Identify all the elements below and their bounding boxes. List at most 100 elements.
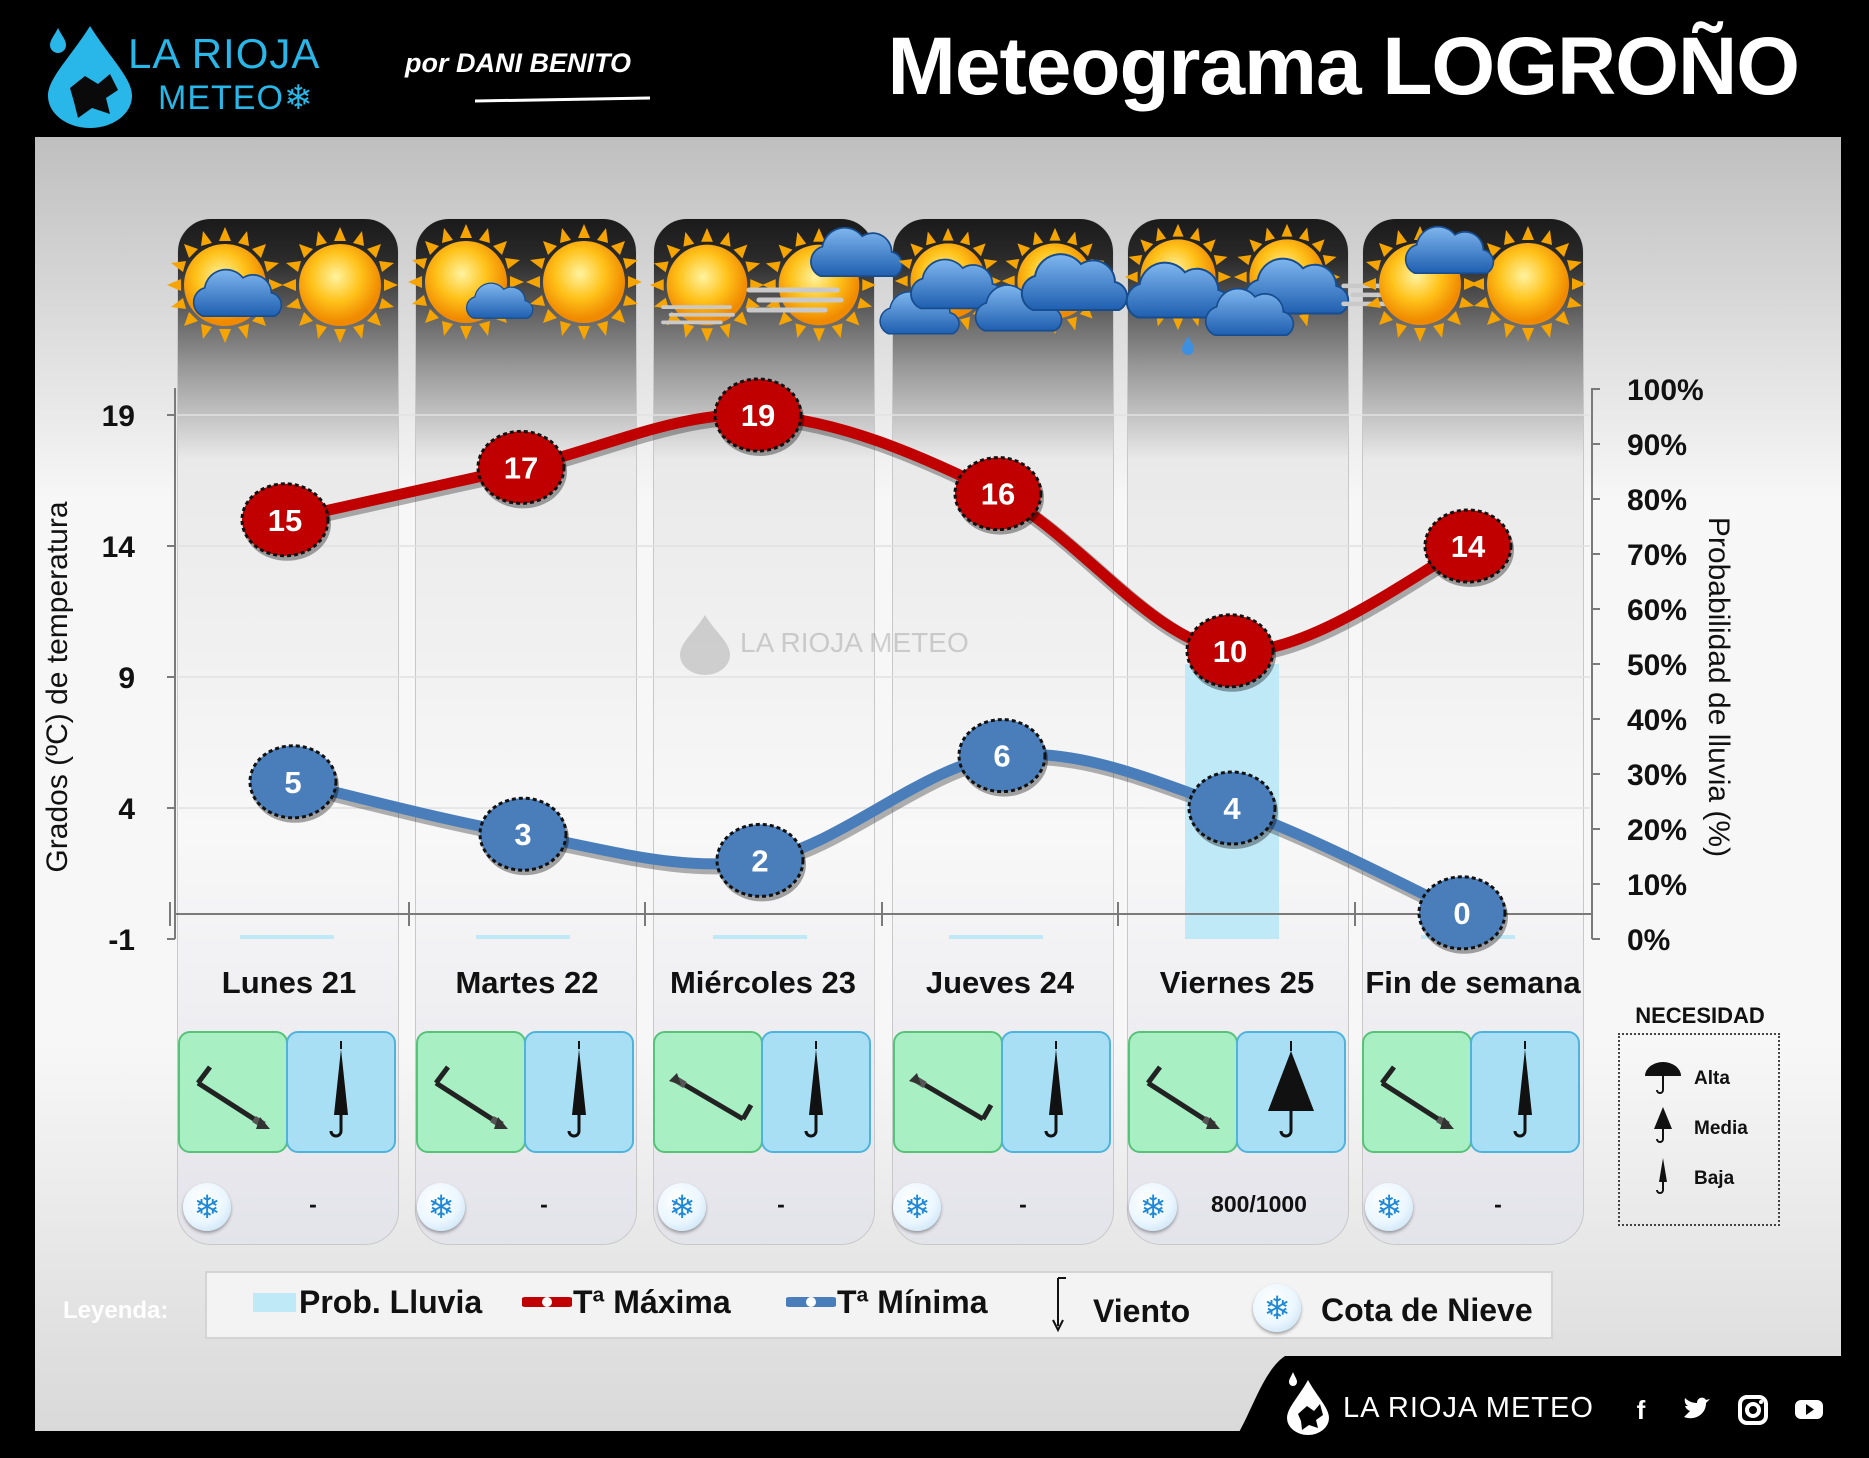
min-temp-marker	[478, 796, 568, 872]
umbrella-baja-icon	[1001, 1031, 1111, 1153]
sun-icon	[282, 227, 398, 343]
snowflake-icon: ❄	[417, 1183, 465, 1231]
instagram-icon[interactable]	[1736, 1393, 1770, 1427]
logo-text-line2-label: METEO	[158, 79, 284, 117]
rain-bar	[476, 935, 570, 939]
min-temp-label: 3	[514, 817, 531, 852]
min-temp-label: 2	[751, 843, 768, 878]
wind-nw-icon	[178, 1031, 288, 1153]
necesidad-alta: Alta	[1694, 1068, 1730, 1089]
snowflake-icon: ❄	[183, 1183, 231, 1231]
umbrella-baja-icon	[524, 1031, 634, 1153]
series-markers: 15 17 19 16 10 14 5 3 2 6 4 0	[240, 377, 1514, 954]
umbrella-media-icon	[1236, 1031, 1346, 1153]
raindrop-icon	[1182, 336, 1194, 355]
legend-snowflake-icon: ❄	[1253, 1284, 1301, 1332]
max-temp-marker	[1423, 508, 1513, 584]
header: LA RIOJA METEO❄ por DANI BENITO Meteogra…	[0, 0, 1869, 135]
snow-level-value: -	[1019, 1191, 1027, 1217]
y-right-tick-label: 70%	[1627, 539, 1687, 572]
day-label: Jueves 24	[925, 965, 1075, 1000]
logo-text-line2: METEO❄	[158, 78, 313, 118]
necesidad-title: NECESIDAD	[1635, 1003, 1765, 1028]
snowflake-icon: ❄	[1365, 1183, 1413, 1231]
legend-rain-label: Prob. Lluvia	[299, 1284, 483, 1320]
snow-level-value: 800/1000	[1211, 1191, 1307, 1217]
y-right-tick-label: 10%	[1627, 869, 1687, 902]
y-right-tick-label: 30%	[1627, 759, 1687, 792]
watermark-text: LA RIOJA METEO	[740, 627, 969, 658]
y-right-tick-label: 80%	[1627, 484, 1687, 517]
y-left-tick-label: -1	[108, 924, 135, 957]
umbrella-baja-icon	[286, 1031, 396, 1153]
min-temp-marker	[715, 822, 805, 898]
min-temp-marker	[1187, 770, 1277, 846]
y-right-tick-label: 0%	[1627, 924, 1670, 957]
sun-icon	[649, 227, 765, 343]
max-temp-label: 16	[981, 477, 1015, 512]
snowflake-icon: ❄	[893, 1183, 941, 1231]
y-right-tick-label: 40%	[1627, 704, 1687, 737]
min-temp-label: 6	[993, 739, 1010, 774]
footer-logo-icon	[1287, 1372, 1329, 1435]
legend-title: Leyenda:	[63, 1297, 169, 1324]
necesidad-baja: Baja	[1694, 1168, 1735, 1189]
watermark: LA RIOJA METEO	[680, 615, 969, 675]
weather-icons-row	[167, 223, 1586, 355]
min-temp-label: 5	[284, 765, 301, 800]
rain-bar	[713, 935, 807, 939]
wind-se-icon	[653, 1031, 763, 1153]
max-temp-marker	[476, 429, 566, 505]
page-title: Meteograma LOGROÑO	[887, 21, 1800, 112]
sun-icon	[526, 224, 642, 340]
sun-icon	[408, 224, 524, 340]
cloud-icon	[810, 226, 903, 278]
umbrella-open-icon	[1645, 1062, 1681, 1094]
snow-level-value: -	[1494, 1191, 1502, 1217]
author-signature: por DANI BENITO	[405, 48, 632, 78]
y-left-tick-label: 9	[118, 662, 135, 695]
umbrella-half-icon	[1654, 1107, 1672, 1143]
max-temp-marker	[1185, 613, 1275, 689]
min-temp-label: 0	[1453, 896, 1470, 931]
snowflake-icon: ❄	[1129, 1183, 1177, 1231]
wind-nw-icon	[1362, 1031, 1472, 1153]
legend-min-label: Tª Mínima	[837, 1284, 988, 1320]
max-temp-label: 19	[741, 398, 775, 433]
rain-bars	[240, 664, 1515, 939]
y-axis-left-label: Grados (ºC) de temperatura	[41, 501, 74, 873]
water-drop-logo-icon	[48, 26, 132, 128]
sun-icon	[1470, 226, 1586, 342]
legend-wind-label: Viento	[1093, 1293, 1191, 1329]
day-label: Fin de semana	[1365, 965, 1581, 1000]
min-temp-marker	[1417, 875, 1507, 951]
max-temp-marker	[713, 377, 803, 453]
umbrella-baja-icon	[761, 1031, 871, 1153]
axes: 191494-1100%90%80%70%60%50%40%30%20%10%0…	[102, 374, 1704, 957]
necesidad-media: Media	[1694, 1118, 1748, 1139]
legend-max-swatch	[522, 1297, 572, 1307]
y-right-tick-label: 50%	[1627, 649, 1687, 682]
series-line-shadow-1	[287, 749, 1472, 924]
necesidad-legend	[1618, 1033, 1780, 1226]
twitter-icon[interactable]	[1680, 1393, 1714, 1427]
youtube-icon[interactable]	[1792, 1393, 1826, 1427]
logo-text-line1: LA RIOJA	[128, 30, 321, 77]
max-temp-marker	[240, 482, 330, 558]
watermark-drop-icon	[680, 615, 730, 675]
y-left-tick-label: 4	[118, 793, 135, 826]
day-label: Miércoles 23	[669, 965, 857, 1000]
snow-level-value: -	[777, 1191, 785, 1217]
snow-level-value: -	[540, 1191, 548, 1217]
y-axis-right-label: Probabilidad de lluvia (%)	[1702, 516, 1735, 858]
legend-wind-icon	[1052, 1277, 1066, 1333]
max-temp-label: 14	[1451, 529, 1486, 564]
y-right-tick-label: 100%	[1627, 374, 1704, 407]
legend-snow-label: Cota de Nieve	[1321, 1292, 1533, 1328]
series-line-shadow-0	[279, 410, 1478, 662]
facebook-icon[interactable]: f	[1636, 1395, 1646, 1425]
max-temp-label: 15	[268, 503, 302, 538]
y-right-tick-label: 90%	[1627, 429, 1687, 462]
